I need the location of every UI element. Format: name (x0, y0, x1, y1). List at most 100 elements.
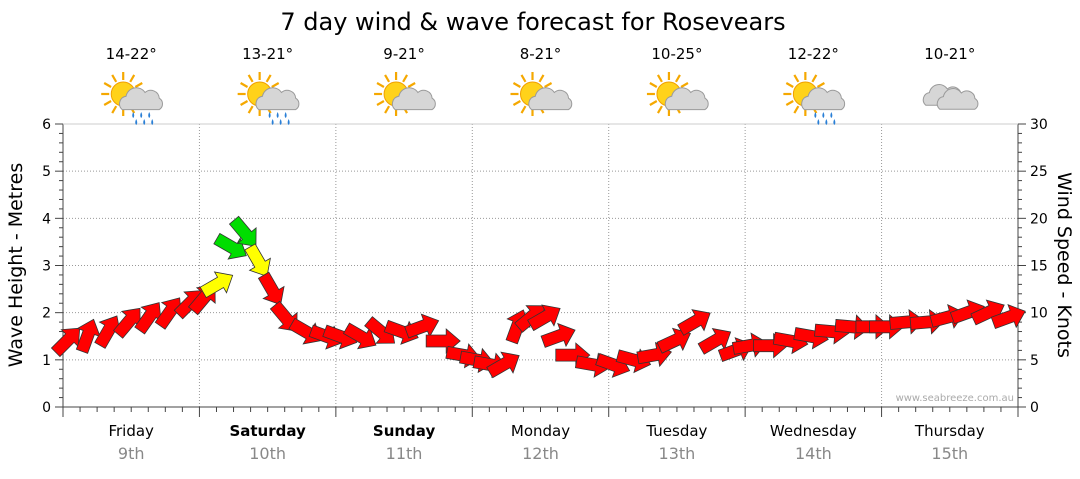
wind-arrow (269, 300, 298, 332)
right-tick-label: 10 (1030, 306, 1048, 322)
day-temperature: 14-22° (106, 45, 157, 63)
axes: 0 1 2 3 4 5 6 0 5 10 15 20 25 30 (42, 117, 1048, 417)
sun-ray (793, 105, 800, 114)
day-name-label: Monday (511, 422, 570, 440)
wind-arrow (697, 328, 732, 355)
sun-cloud-icon (646, 72, 709, 116)
wind-arrow (228, 215, 257, 247)
sun-ray (793, 74, 800, 83)
sun-ray (376, 82, 385, 88)
wind-arrow (112, 307, 141, 339)
sun-ray (656, 105, 663, 114)
wind-arrow (342, 322, 377, 350)
right-axis-label: Wind Speed - Knots (1053, 172, 1075, 358)
sun-ray (402, 74, 409, 83)
sun-ray (111, 105, 118, 114)
sun-ray (544, 82, 553, 88)
wind-arrow (75, 318, 101, 354)
right-tick-label: 25 (1030, 164, 1048, 180)
rain-drop (271, 119, 274, 125)
rain-drop (833, 119, 836, 125)
cloud-shape (664, 87, 709, 111)
day-temperature: 12-22° (788, 45, 839, 63)
sun-ray (384, 74, 391, 83)
rain-drop (276, 112, 279, 118)
day-name-label: Wednesday (770, 422, 857, 440)
watermark: www.seabreeze.com.au (896, 393, 1014, 404)
rain-drop (132, 112, 135, 118)
day-date-label: 13th (659, 444, 696, 463)
sun-ray (247, 74, 254, 83)
day-date-label: 14th (795, 444, 832, 463)
left-tick-label: 2 (42, 306, 51, 322)
cloud-icon (922, 84, 979, 110)
wind-arrow (257, 271, 285, 306)
sun-ray (111, 74, 118, 83)
left-tick-label: 0 (42, 400, 51, 416)
rain-drop (830, 112, 833, 118)
right-tick-label: 0 (1030, 400, 1039, 416)
sun-ray (520, 74, 527, 83)
wind-arrow (50, 327, 81, 358)
day-date-label: 11th (386, 444, 423, 463)
sun-ray (538, 74, 545, 83)
chart-title: 7 day wind & wave forecast for Rosevears (280, 8, 785, 36)
day-name-label: Tuesday (645, 422, 707, 440)
sun-ray (674, 74, 681, 83)
sun-ray (103, 82, 112, 88)
sun-cloud-rain-icon (783, 72, 846, 125)
left-tick-label: 3 (42, 259, 51, 275)
sun-ray (103, 100, 112, 106)
wind-arrow (990, 304, 1026, 330)
sun-cloud-rain-icon (237, 72, 300, 125)
rain-drop (817, 119, 820, 125)
cloud-shape (255, 87, 300, 111)
daily-forecast-strip: 14-22° 13-21° 9-21° 8-21° 10-25° 12-22° 10-21° (101, 45, 979, 125)
cloud-shape (801, 87, 846, 111)
wind-arrow (199, 271, 234, 299)
rain-drop (140, 112, 143, 118)
sun-ray (265, 74, 272, 83)
rain-drop (825, 119, 828, 125)
day-name-label: Sunday (373, 422, 436, 440)
wind-arrow (540, 322, 576, 348)
rain-drop (284, 112, 287, 118)
rain-drop (814, 112, 817, 118)
right-tick-label: 20 (1030, 211, 1048, 227)
sun-ray (247, 105, 254, 114)
day-temperature: 9-21° (383, 45, 425, 63)
rain-drop (822, 112, 825, 118)
sun-ray (785, 82, 794, 88)
sun-cloud-icon (374, 72, 436, 116)
sun-ray (129, 74, 136, 83)
day-date-label: 9th (118, 444, 145, 463)
right-tick-label: 15 (1030, 259, 1048, 275)
wind-arrow (527, 304, 561, 332)
sun-ray (649, 82, 658, 88)
sun-ray (512, 100, 521, 106)
cloud-shape (936, 88, 979, 110)
rain-drop (268, 112, 271, 118)
wind-arrows (50, 215, 1026, 379)
wind-arrow (677, 309, 711, 336)
day-temperature: 8-21° (520, 45, 562, 63)
sun-ray (240, 82, 249, 88)
left-tick-label: 5 (42, 164, 51, 180)
sun-ray (811, 74, 818, 83)
wind-arrow (244, 243, 271, 277)
day-name-label: Saturday (229, 422, 306, 440)
wind-arrow (213, 232, 247, 260)
wind-arrow (486, 351, 520, 379)
day-labels: Friday 9th Saturday 10th Sunday 11th Monday 12t… (108, 422, 984, 463)
right-tick-label: 5 (1030, 353, 1039, 369)
left-tick-label: 4 (42, 211, 51, 227)
sun-ray (512, 82, 521, 88)
rain-drop (279, 119, 282, 125)
rain-drop (151, 119, 154, 125)
cloud-shape (528, 87, 573, 111)
rain-drop (287, 119, 290, 125)
sun-cloud-icon (510, 72, 573, 116)
rain-drop (148, 112, 151, 118)
